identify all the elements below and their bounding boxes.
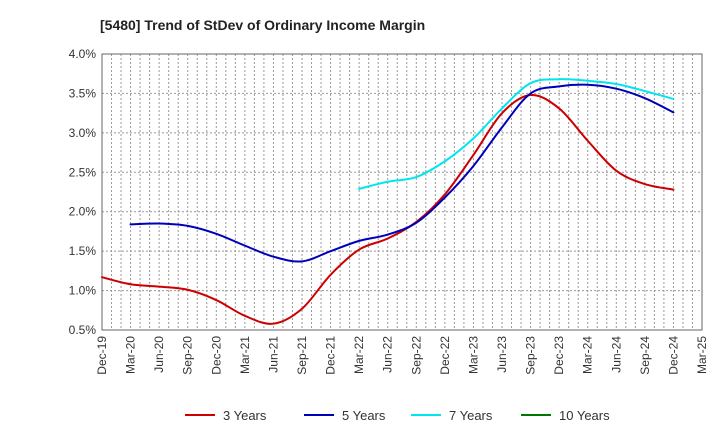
x-tick-label: Jun-24 xyxy=(609,336,623,373)
y-tick-label: 3.0% xyxy=(69,126,97,140)
x-tick-label: Mar-21 xyxy=(238,336,252,374)
chart-title: [5480] Trend of StDev of Ordinary Income… xyxy=(100,17,425,33)
x-tick-label: Dec-20 xyxy=(209,336,223,375)
x-tick-label: Dec-19 xyxy=(95,336,109,375)
y-tick-label: 1.0% xyxy=(69,284,97,298)
x-tick-label: Sep-21 xyxy=(295,336,309,375)
y-tick-label: 1.5% xyxy=(69,244,97,258)
x-tick-label: Sep-22 xyxy=(409,336,423,375)
legend-label-5-years: 5 Years xyxy=(342,408,386,423)
x-tick-label: Jun-23 xyxy=(495,336,509,373)
x-tick-label: Mar-20 xyxy=(124,336,138,374)
grid-lines xyxy=(101,53,702,331)
x-tick-label: Jun-22 xyxy=(381,336,395,373)
series-lines xyxy=(101,78,675,325)
x-tick-label: Dec-21 xyxy=(324,336,338,375)
plot-frame xyxy=(101,53,703,331)
x-tick-label: Mar-25 xyxy=(695,336,709,374)
x-tick-label: Jun-21 xyxy=(266,336,280,373)
series-line-5-years xyxy=(129,83,675,263)
y-tick-label: 2.0% xyxy=(69,205,97,219)
x-tick-label: Jun-20 xyxy=(152,336,166,373)
y-tick-label: 4.0% xyxy=(69,47,97,61)
x-tick-label: Sep-23 xyxy=(524,336,538,375)
y-tick-label: 2.5% xyxy=(69,165,97,179)
x-tick-label: Dec-24 xyxy=(666,336,680,375)
legend: 3 Years 5 Years 7 Years 10 Years xyxy=(185,408,610,423)
series-line-3-years xyxy=(101,94,675,325)
x-tick-label: Sep-24 xyxy=(638,336,652,375)
x-tick-label: Dec-22 xyxy=(438,336,452,375)
legend-label-7-years: 7 Years xyxy=(449,408,493,423)
x-tick-label: Mar-23 xyxy=(466,336,480,374)
series-line-7-years xyxy=(358,78,675,190)
y-tick-label: 3.5% xyxy=(69,86,97,100)
plot-area xyxy=(102,54,702,330)
x-tick-label: Mar-24 xyxy=(581,336,595,374)
x-tick-label: Dec-23 xyxy=(552,336,566,375)
y-tick-label: 0.5% xyxy=(69,323,97,337)
legend-label-10-years: 10 Years xyxy=(559,408,610,423)
legend-label-3-years: 3 Years xyxy=(223,408,267,423)
axes: 0.5% 1.0% 1.5% 2.0% 2.5% 3.0% 3.5% 4.0% Dec-19 Ma… xyxy=(69,47,709,375)
x-tick-label: Mar-22 xyxy=(352,336,366,374)
x-tick-label: Sep-20 xyxy=(181,336,195,375)
